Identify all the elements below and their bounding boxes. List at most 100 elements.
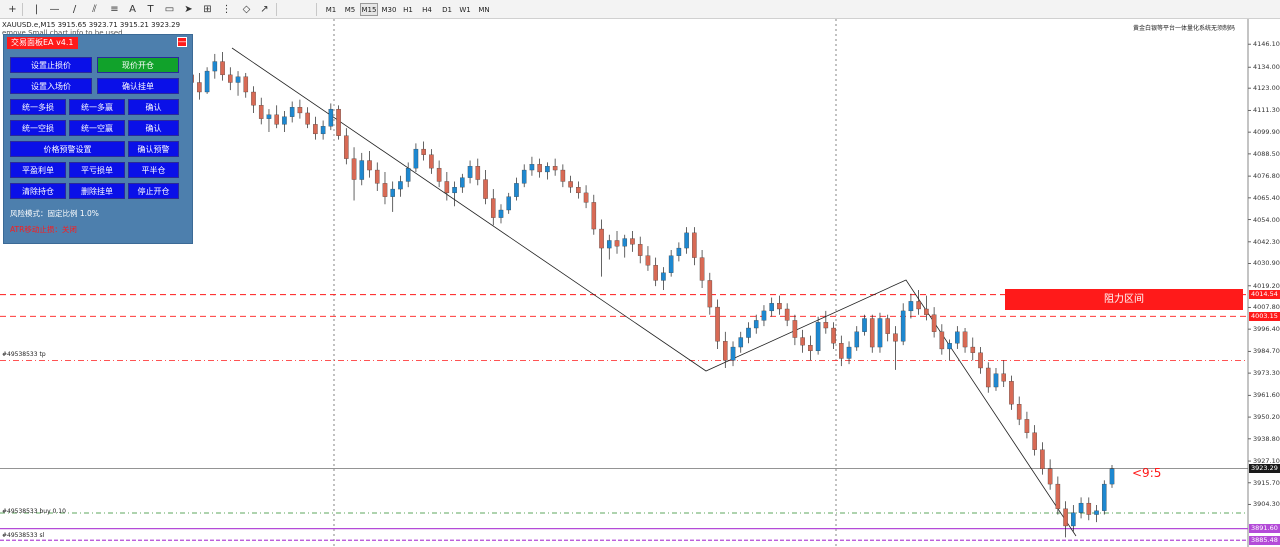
candle <box>823 310 829 334</box>
price-tick-label: 4054.00 <box>1253 215 1280 224</box>
candle <box>405 162 411 188</box>
gann-icon[interactable]: ⊞ <box>203 4 212 15</box>
price-alert-setup-button[interactable]: 价格预警设置 <box>10 141 125 157</box>
candle <box>344 128 349 165</box>
channel-icon[interactable]: ⫽ <box>92 4 97 15</box>
close-half-button[interactable]: 平半仓 <box>128 162 179 178</box>
candle <box>382 171 388 205</box>
close-loss-button[interactable]: 平亏损单 <box>69 162 125 178</box>
candle <box>336 105 341 140</box>
confirm-alert-button[interactable]: 确认预警 <box>128 141 179 157</box>
resistance-zone[interactable]: 阻力区间 <box>1005 289 1243 310</box>
timeframe-m30[interactable]: M30 <box>381 6 397 14</box>
trade-panel[interactable]: 交易面板EA v4.1 — 设置止损价 现价开仓 设置入场价 确认挂单统一多损 统一多赢… <box>3 34 193 244</box>
risk-reward-label: <9:5 <box>1132 466 1162 480</box>
candle <box>429 149 434 174</box>
candle <box>359 152 365 186</box>
shapes-icon[interactable]: ◇ <box>242 4 251 15</box>
candle <box>730 341 736 367</box>
price-tick-label: 4076.80 <box>1253 172 1280 181</box>
horizontal-line-icon[interactable]: — <box>49 4 60 15</box>
candle <box>351 147 357 201</box>
candle <box>220 52 225 81</box>
rectangle-icon[interactable]: ▭ <box>164 4 175 15</box>
unify-short-tp-button[interactable]: 统一空赢 <box>69 120 125 136</box>
price-tick-label: 3950.20 <box>1253 413 1280 422</box>
delete-pending-button[interactable]: 删除挂单 <box>69 183 125 199</box>
price-tick-label: 4099.90 <box>1253 128 1280 137</box>
candle <box>289 101 295 123</box>
crosshair-icon[interactable]: + <box>8 4 17 15</box>
panel-title[interactable]: 交易面板EA v4.1 <box>7 37 78 49</box>
stop-open-button[interactable]: 停止开仓 <box>128 183 179 199</box>
candle <box>769 297 774 317</box>
price-tick-label: 4065.40 <box>1253 193 1280 202</box>
candle <box>444 171 450 201</box>
candle <box>630 230 635 252</box>
candle <box>560 164 566 188</box>
price-tick-label: 4123.00 <box>1253 84 1280 93</box>
price-label: 3891.60 <box>1249 524 1280 534</box>
vertical-line-icon[interactable]: | <box>34 4 39 15</box>
candle <box>653 257 658 287</box>
candle <box>204 67 210 94</box>
candle <box>924 295 929 321</box>
candle <box>637 236 643 264</box>
candle <box>1071 505 1076 532</box>
candle <box>1055 476 1061 515</box>
price-tick-label: 4088.50 <box>1253 149 1280 158</box>
andrews-icon[interactable]: ⋮ <box>221 4 232 15</box>
zigzag-trendline[interactable] <box>231 47 1077 537</box>
minimize-button[interactable]: — <box>177 37 187 47</box>
price-label: 4014.54 <box>1249 290 1280 300</box>
candle <box>498 204 504 224</box>
toolbar-separator <box>276 3 277 16</box>
price-tick-label: 4019.20 <box>1253 281 1280 290</box>
candle <box>228 67 233 91</box>
unify-long-sl-button[interactable]: 统一多损 <box>10 99 66 115</box>
candle <box>212 53 218 79</box>
unify-long-tp-button[interactable]: 统一多赢 <box>69 99 125 115</box>
price-chart[interactable] <box>0 19 1280 547</box>
timeframe-m1[interactable]: M1 <box>325 6 337 14</box>
candle <box>931 307 937 338</box>
candle <box>947 339 952 361</box>
candle <box>800 329 805 353</box>
candle <box>599 219 604 277</box>
timeframe-mn[interactable]: MN <box>478 6 490 14</box>
trend-lines[interactable] <box>231 47 1077 537</box>
fibonacci-icon[interactable]: ≡ <box>110 4 119 15</box>
confirm-long-button[interactable]: 确认 <box>128 99 179 115</box>
timeframe-m5[interactable]: M5 <box>344 6 356 14</box>
candle <box>514 177 519 201</box>
price-tick-label: 3938.80 <box>1253 434 1280 443</box>
timeframe-w1[interactable]: W1 <box>459 6 471 14</box>
trendline-icon[interactable]: / <box>72 4 77 15</box>
arrows-menu-icon[interactable]: ↗ <box>260 4 269 15</box>
clear-positions-button[interactable]: 清除持仓 <box>10 183 66 199</box>
candle <box>885 314 890 342</box>
arrow-icon[interactable]: ➤ <box>184 4 193 15</box>
timeframe-h4[interactable]: H4 <box>422 6 432 14</box>
unify-short-sl-button[interactable]: 统一空损 <box>10 120 66 136</box>
label-icon[interactable]: T <box>147 4 154 15</box>
confirm-pending-button[interactable]: 确认挂单 <box>97 78 179 94</box>
confirm-short-button[interactable]: 确认 <box>128 120 179 136</box>
candle <box>746 322 751 344</box>
close-profit-button[interactable]: 平盈利单 <box>10 162 66 178</box>
market-open-button[interactable]: 现价开仓 <box>97 57 179 73</box>
candle <box>490 189 496 226</box>
tp-order-label: #49538533 tp <box>2 351 46 358</box>
timeframe-d1[interactable]: D1 <box>442 6 452 14</box>
candle <box>962 328 968 353</box>
timeframe-h1[interactable]: H1 <box>403 6 413 14</box>
text-icon[interactable]: A <box>129 4 136 15</box>
candle <box>1024 411 1030 439</box>
set-entry-button[interactable]: 设置入场价 <box>10 78 92 94</box>
price-tick-label: 3996.40 <box>1253 325 1280 334</box>
toolbar: + | — / ⫽ ≡ A T ▭ ➤ ⊞ ⋮ ◇ ↗ M1 M5 M15 M30 H1 H4 D1 W1 MN <box>0 0 1280 19</box>
candle <box>900 303 906 346</box>
timeframe-m15[interactable]: M15 <box>360 3 378 16</box>
candle <box>521 164 527 188</box>
set-stop-loss-button[interactable]: 设置止损价 <box>10 57 92 73</box>
